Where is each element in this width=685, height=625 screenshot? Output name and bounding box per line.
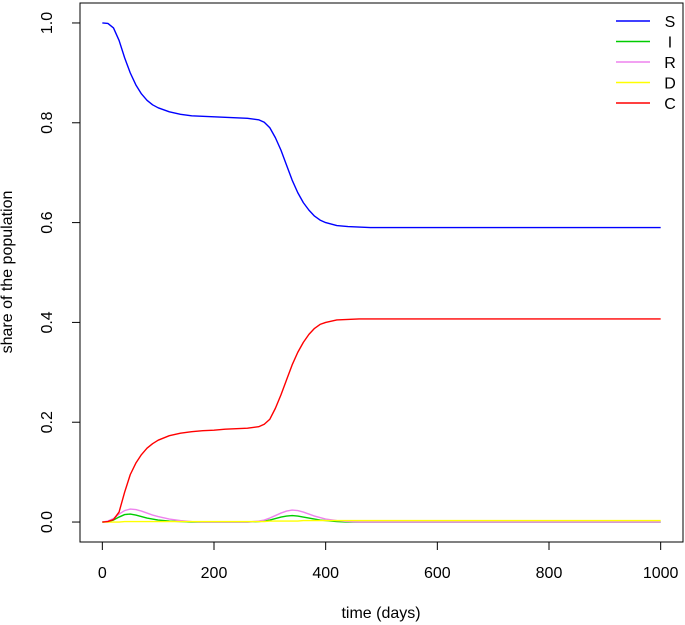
x-axis: 0 200 400 600 800 1000 [98, 541, 679, 582]
legend-label-I: I [668, 35, 672, 52]
series-line-S [102, 22, 661, 229]
y-tick-label: 0.6 [39, 211, 56, 233]
x-tick-label: 1000 [643, 565, 679, 582]
x-tick-label: 0 [98, 565, 107, 582]
y-tick-label: 0.4 [39, 311, 56, 333]
legend-label-D: D [664, 76, 676, 93]
plot-frame [79, 2, 684, 543]
x-tick-label: 800 [536, 565, 563, 582]
x-tick-label: 200 [201, 565, 228, 582]
legend-label-R: R [664, 55, 676, 72]
legend-label-C: C [664, 96, 676, 113]
y-tick-label: 0.2 [39, 411, 56, 433]
y-axis-label: share of the population [0, 191, 16, 354]
y-tick-label: 0.0 [39, 511, 56, 533]
series-line-D [102, 519, 661, 523]
x-axis-label: time (days) [341, 605, 420, 622]
x-tick-label: 600 [424, 565, 451, 582]
y-axis: 0.0 0.2 0.4 0.6 0.8 1.0 [39, 12, 81, 533]
y-tick-label: 0.8 [39, 112, 56, 134]
plot-area [102, 22, 661, 523]
x-tick-label: 400 [312, 565, 339, 582]
y-tick-label: 1.0 [39, 12, 56, 34]
series-line-C [102, 318, 661, 523]
legend-label-S: S [665, 14, 676, 31]
series-line-R [102, 508, 661, 523]
